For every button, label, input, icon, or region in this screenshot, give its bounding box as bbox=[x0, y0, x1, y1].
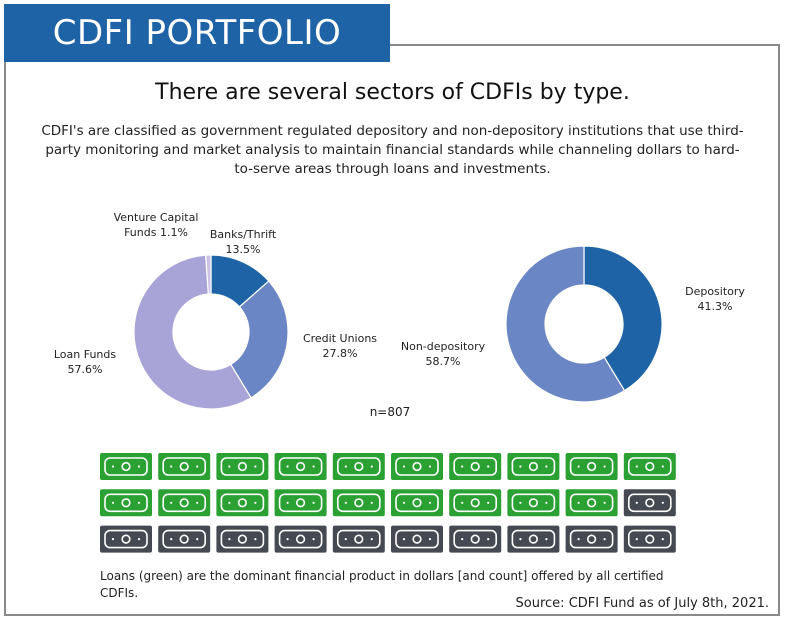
money-bill-icon bbox=[100, 489, 152, 517]
cdfi-type-slice-3 bbox=[205, 254, 212, 295]
cdfi-type-slice-1 bbox=[229, 280, 289, 399]
money-bill-icon bbox=[274, 489, 327, 517]
source-note: Source: CDFI Fund as of July 8th, 2021. bbox=[515, 596, 769, 611]
depository-donut: Depository 41.3% Non-depository 58.7% bbox=[401, 245, 745, 403]
money-bill-icon bbox=[100, 453, 152, 480]
money-bill-icon bbox=[565, 453, 618, 480]
money-bill-icon bbox=[565, 489, 618, 517]
money-bill-icon bbox=[100, 525, 152, 553]
money-bill-icon bbox=[623, 453, 676, 480]
content-frame bbox=[4, 44, 780, 616]
page-title-banner: CDFI PORTFOLIO bbox=[4, 4, 390, 62]
headline: There are several sectors of CDFIs by ty… bbox=[155, 80, 630, 105]
money-bill-icon bbox=[216, 525, 269, 553]
cdfi-type-label-1: Credit Unions 27.8% bbox=[303, 332, 377, 360]
depository-slice-0 bbox=[583, 245, 663, 392]
money-bill-icon bbox=[449, 489, 502, 517]
money-bill-icon bbox=[507, 525, 560, 553]
money-bill-icon bbox=[391, 525, 443, 553]
footnote: Loans (green) are the dominant financial… bbox=[100, 569, 664, 600]
money-bill-icon bbox=[391, 453, 443, 480]
money-bill-icon bbox=[449, 453, 502, 480]
cdfi-type-label-3: Venture Capital Funds 1.1% bbox=[114, 211, 199, 239]
cdfi-type-label-0: Banks/Thrift 13.5% bbox=[210, 228, 277, 256]
sample-size-label: n=807 bbox=[370, 405, 411, 419]
money-bill-icon bbox=[623, 525, 676, 553]
money-bill-icon bbox=[274, 525, 327, 553]
depository-label-0: Depository 41.3% bbox=[685, 285, 745, 313]
money-bill-icon bbox=[507, 489, 560, 517]
cdfi-type-slice-2 bbox=[133, 254, 252, 410]
money-bill-icon bbox=[332, 489, 385, 517]
money-bill-icon bbox=[158, 489, 211, 517]
depository-slice-1 bbox=[505, 245, 626, 403]
money-bill-icon bbox=[391, 489, 443, 517]
money-bill-icon bbox=[507, 453, 560, 480]
money-bill-icon bbox=[565, 525, 618, 553]
money-bill-icon bbox=[449, 525, 502, 553]
money-bill-icon bbox=[216, 489, 269, 517]
money-bill-icon bbox=[158, 453, 211, 480]
money-bill-icon bbox=[216, 453, 269, 480]
money-bill-icon bbox=[274, 453, 327, 480]
money-bill-icon bbox=[623, 489, 676, 517]
loan-bills-grid bbox=[100, 453, 676, 553]
money-bill-icon bbox=[158, 525, 211, 553]
money-bill-icon bbox=[332, 453, 385, 480]
money-bill-icon bbox=[332, 525, 385, 553]
description: CDFI's are classified as government regu… bbox=[41, 123, 744, 177]
depository-label-1: Non-depository 58.7% bbox=[401, 340, 486, 368]
cdfi-type-label-2: Loan Funds 57.6% bbox=[54, 348, 117, 376]
cdfi-type-donut: Banks/Thrift 13.5% Credit Unions 27.8% Loan … bbox=[54, 211, 377, 410]
